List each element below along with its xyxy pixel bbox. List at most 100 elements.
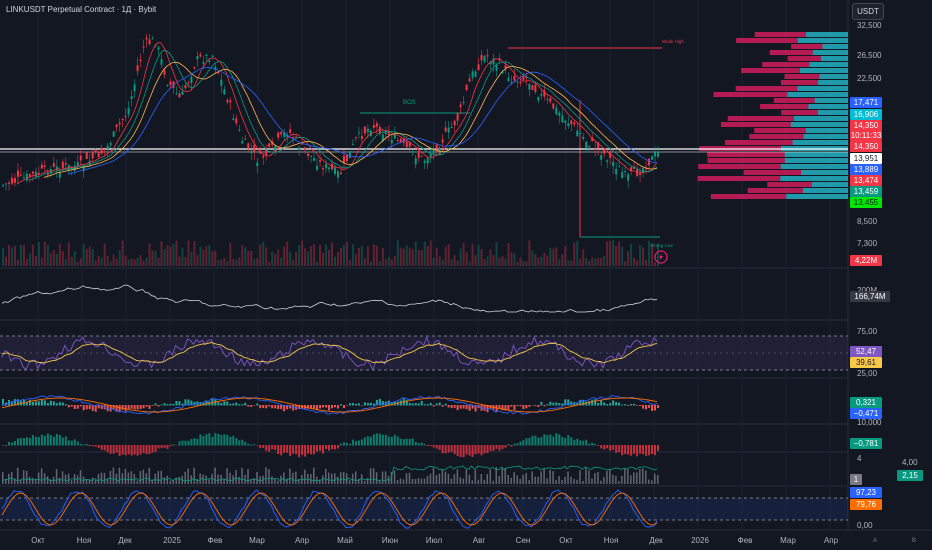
time-label: Июн xyxy=(381,536,399,545)
atr-bar xyxy=(214,467,216,484)
macd-bar xyxy=(148,405,151,409)
time-label: Апр xyxy=(294,536,310,545)
stoch-k-line xyxy=(1,489,658,529)
volume-bar xyxy=(468,261,471,266)
macd-bar xyxy=(64,404,67,406)
volume-bar xyxy=(157,257,160,266)
candle-body xyxy=(612,161,615,167)
histogram-bar xyxy=(238,440,241,446)
candle-body xyxy=(510,81,513,83)
atr-bar xyxy=(480,473,483,484)
atr-bar xyxy=(16,467,19,484)
currency-button[interactable]: USDT xyxy=(852,3,884,20)
volume-bar xyxy=(145,257,148,266)
chart-title[interactable]: LINKUSDT Perpetual Contract · 1Д · Bybit xyxy=(6,5,157,14)
histogram-bar xyxy=(139,445,142,455)
volume-bar xyxy=(232,259,235,266)
volume-bar xyxy=(226,260,229,266)
hist-badge: −0,781 xyxy=(850,438,882,449)
atr-bar xyxy=(570,476,572,484)
candle-body xyxy=(591,137,594,142)
atr-bar xyxy=(639,468,641,484)
axis-corner-b[interactable]: B xyxy=(912,538,917,544)
histogram-bar xyxy=(289,445,292,456)
histogram-bar xyxy=(348,443,351,446)
histogram-bar xyxy=(417,443,420,446)
atr-bar xyxy=(61,471,64,484)
macd-bar xyxy=(354,403,357,406)
candle-body xyxy=(513,76,516,81)
atr-bar xyxy=(414,479,417,484)
time-label: 2025 xyxy=(163,536,181,545)
volume-bar xyxy=(34,256,37,266)
histogram-bar xyxy=(196,438,199,446)
stoch-d-line xyxy=(1,492,658,526)
volume-bar xyxy=(112,254,115,266)
atr-bar xyxy=(585,467,587,484)
candle-body xyxy=(372,124,375,128)
volume-bar xyxy=(390,259,393,266)
histogram-bar xyxy=(151,445,154,453)
candle-body xyxy=(220,79,223,86)
atr-bar xyxy=(31,477,34,484)
histogram-bar xyxy=(208,433,211,446)
volume-bar xyxy=(88,246,91,266)
volume-bar xyxy=(193,241,196,266)
candle-body xyxy=(319,160,322,162)
rsi-ma-badge: 39,61 xyxy=(850,357,882,368)
histogram-bar xyxy=(435,445,438,449)
histogram-bar xyxy=(591,442,594,446)
histogram-bar xyxy=(513,443,516,446)
histogram-bar xyxy=(184,440,187,446)
volume-bar xyxy=(336,251,339,266)
volume-bar xyxy=(555,247,558,266)
candle-body xyxy=(37,172,40,175)
histogram-bar xyxy=(555,433,558,446)
volume-profile-bar xyxy=(809,62,848,67)
histogram-bar xyxy=(220,434,223,446)
macd-bar xyxy=(217,402,220,406)
volume-profile-bar xyxy=(811,182,848,187)
histogram-bar xyxy=(354,441,357,446)
atr-bar xyxy=(546,478,548,484)
atr-bar xyxy=(88,479,91,484)
volume-profile-bar xyxy=(805,128,848,133)
time-label: Май xyxy=(337,536,353,545)
atr-bar xyxy=(106,478,109,484)
histogram-bar xyxy=(124,445,127,456)
histogram-bar xyxy=(504,445,507,448)
volume-bar xyxy=(25,259,28,266)
macd-bar xyxy=(274,405,277,409)
macd-bar xyxy=(486,405,489,413)
atr-bar xyxy=(118,467,121,484)
macd-bar xyxy=(441,405,444,407)
atr-bar xyxy=(573,478,575,484)
atr-bar xyxy=(331,473,333,484)
macd-bar xyxy=(118,405,121,413)
histogram-bar xyxy=(79,443,82,446)
volume-profile-bar xyxy=(767,182,812,187)
volume-profile-bar xyxy=(697,176,781,181)
atr-bar xyxy=(522,474,524,484)
candle-body xyxy=(351,143,354,145)
histogram-bar xyxy=(456,445,459,457)
atr-bar xyxy=(474,470,477,484)
candle-body xyxy=(139,59,142,62)
candle-body xyxy=(501,72,504,74)
candle-body xyxy=(193,67,196,69)
volume-bar xyxy=(498,257,501,266)
atr-bar xyxy=(100,472,103,484)
countdown-badge: 10:11:33 xyxy=(850,130,882,141)
histogram-bar xyxy=(366,436,369,446)
atr-bar xyxy=(513,472,515,484)
macd-bar xyxy=(519,405,522,407)
histogram-bar xyxy=(223,434,226,446)
volume-profile-bar xyxy=(724,140,793,145)
atr-bar xyxy=(429,473,432,484)
histogram-bar xyxy=(31,435,34,446)
atr-bar xyxy=(328,472,330,484)
candle-body xyxy=(151,38,154,40)
axis-corner-a[interactable]: A xyxy=(873,538,878,544)
macd-bar xyxy=(432,405,435,407)
